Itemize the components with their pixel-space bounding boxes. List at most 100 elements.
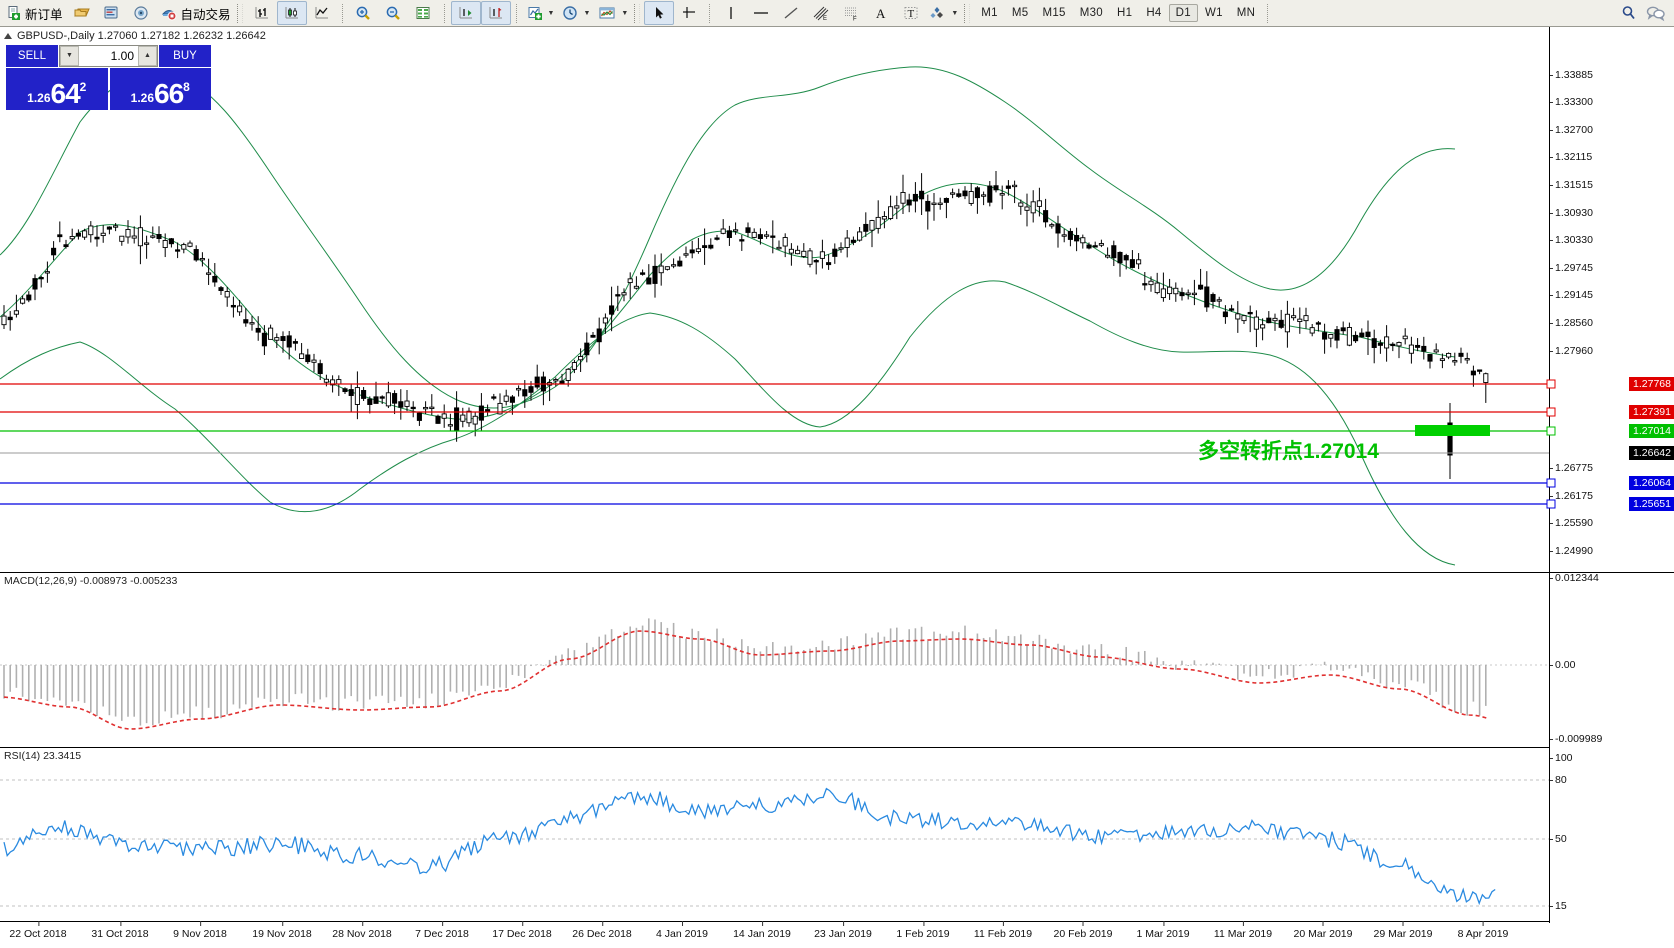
auto-trading-button[interactable]: 自动交易: [157, 1, 235, 25]
svg-text:A: A: [876, 6, 886, 21]
price-tag-support-2[interactable]: 1.25651: [1629, 497, 1674, 511]
templates-button[interactable]: ▼: [594, 1, 632, 25]
volume-field[interactable]: ▼ 1.00 ▲: [59, 45, 158, 67]
level-handle-support-1[interactable]: [1546, 478, 1556, 488]
rsi-tick: 80: [1550, 774, 1567, 786]
date-tick-label: 19 Nov 2018: [252, 921, 312, 940]
level-handle-pivot-green[interactable]: [1546, 426, 1556, 436]
toolbar-separator-2: [443, 3, 446, 23]
price-tag-pivot-green[interactable]: 1.27014: [1629, 424, 1674, 438]
indicators-button[interactable]: ▼: [523, 1, 559, 25]
macd-pane[interactable]: MACD(12,26,9) -0.008973 -0.005233 0.0123…: [0, 572, 1674, 748]
price-tick: 1.33300: [1550, 96, 1593, 108]
auto-scroll-button[interactable]: [450, 1, 481, 25]
timeframe-m15[interactable]: M15: [1042, 7, 1066, 19]
chevron-down-icon[interactable]: ▼: [951, 9, 959, 17]
date-tick-label: 11 Mar 2019: [1213, 921, 1273, 940]
timeframe-m1[interactable]: M1: [981, 7, 998, 19]
arrow-cursor-icon: [652, 5, 666, 21]
toolbar-grip-2[interactable]: [634, 3, 641, 23]
volume-increase-button[interactable]: ▲: [138, 46, 157, 66]
line-chart-button[interactable]: [307, 1, 337, 25]
periods-button[interactable]: ▼: [558, 1, 594, 25]
buy-price-display[interactable]: 1.26 66 8: [109, 67, 211, 110]
channel-button[interactable]: E: [806, 1, 836, 25]
date-tick-label: 9 Nov 2018: [173, 921, 227, 940]
navigator-button[interactable]: [127, 1, 157, 25]
macd-axis[interactable]: 0.012344 0.00 -0.009989: [1549, 572, 1674, 748]
vertical-line-button[interactable]: [716, 1, 746, 25]
shapes-button[interactable]: ▼: [926, 1, 962, 25]
crosshair-button[interactable]: [674, 1, 704, 25]
navigator-icon: [133, 5, 150, 21]
fibonacci-icon: F: [842, 5, 860, 21]
level-handle-resistance-2[interactable]: [1546, 407, 1556, 417]
volume-value[interactable]: 1.00: [79, 46, 138, 66]
chevron-down-icon[interactable]: ▼: [621, 9, 629, 17]
date-tick-label: 29 Mar 2019: [1373, 921, 1433, 940]
timeframe-d1[interactable]: D1: [1168, 4, 1198, 22]
sell-button[interactable]: SELL: [6, 45, 58, 67]
candlestick-chart-button[interactable]: [276, 1, 307, 25]
price-tag-resistance-2[interactable]: 1.27391: [1629, 405, 1674, 419]
toolbar-grip-1[interactable]: [236, 3, 243, 23]
trendline-icon: [782, 5, 800, 21]
text-label-button[interactable]: T: [896, 1, 926, 25]
rsi-pane[interactable]: RSI(14) 23.3415 100 80 50 15: [0, 747, 1674, 923]
search-icon[interactable]: [1620, 4, 1638, 22]
level-handle-resistance-1[interactable]: [1546, 379, 1556, 389]
fibonacci-button[interactable]: F: [836, 1, 866, 25]
rsi-label: RSI(14) 23.3415: [4, 750, 82, 762]
date-tick-label: 28 Nov 2018: [332, 921, 392, 940]
chevron-down-icon[interactable]: ▼: [583, 9, 591, 17]
price-tick: 1.30330: [1550, 234, 1593, 246]
timeframe-h1[interactable]: H1: [1117, 7, 1133, 19]
chat-icon[interactable]: [1646, 4, 1666, 22]
zoom-in-icon: [355, 5, 372, 21]
horizontal-line-button[interactable]: [746, 1, 776, 25]
rsi-axis[interactable]: 100 80 50 15: [1549, 748, 1674, 923]
rsi-plot[interactable]: [0, 748, 1550, 923]
cursor-button[interactable]: [644, 1, 675, 25]
one-click-trading-panel[interactable]: SELL ▼ 1.00 ▲ BUY 1.26 64 2 1.26 66 8: [6, 45, 211, 110]
rsi-chart-svg: [0, 779, 1550, 907]
price-tag-resistance-1[interactable]: 1.27768: [1629, 377, 1674, 391]
timeframe-m5[interactable]: M5: [1011, 7, 1029, 19]
timeframe-h4[interactable]: H4: [1146, 7, 1162, 19]
zoom-in-button[interactable]: [349, 1, 379, 25]
macd-plot[interactable]: [0, 573, 1550, 748]
volume-decrease-button[interactable]: ▼: [60, 46, 79, 66]
sell-price-display[interactable]: 1.26 64 2: [6, 67, 108, 110]
trendline-button[interactable]: [776, 1, 806, 25]
data-window-button[interactable]: [409, 1, 439, 25]
date-tick-label: 1 Mar 2019: [1136, 921, 1190, 940]
charts-button[interactable]: [67, 1, 97, 25]
price-tick: 1.31515: [1550, 179, 1593, 191]
price-plot[interactable]: [0, 27, 1550, 572]
new-order-button[interactable]: 新订单: [2, 1, 67, 25]
timeframe-mn[interactable]: MN: [1236, 7, 1256, 19]
price-tick: 1.28560: [1550, 317, 1593, 329]
document-plus-icon: [6, 5, 22, 21]
timeframe-w1[interactable]: W1: [1204, 7, 1223, 19]
chevron-down-icon[interactable]: ▼: [547, 9, 555, 17]
data-window-icon: [415, 5, 432, 21]
bar-chart-button[interactable]: [247, 1, 277, 25]
date-axis[interactable]: 22 Oct 2018 31 Oct 2018 9 Nov 2018 19 Nov 2…: [0, 921, 1674, 948]
price-tag-support-1[interactable]: 1.26064: [1629, 476, 1674, 490]
macd-chart-svg: [0, 618, 1550, 730]
zoom-out-button[interactable]: [379, 1, 409, 25]
buy-button[interactable]: BUY: [159, 45, 211, 67]
text-button[interactable]: A: [866, 1, 896, 25]
chart-shift-button[interactable]: [480, 1, 511, 25]
toolbar-grip-3[interactable]: [964, 3, 971, 23]
price-tick: 1.30930: [1550, 207, 1593, 219]
level-handle-support-2[interactable]: [1546, 499, 1556, 509]
price-axis[interactable]: 1.33885 1.33300 1.32700 1.32115 1.31515 …: [1546, 27, 1674, 572]
chart-window[interactable]: GBPUSD-,Daily 1.27060 1.27182 1.26232 1.…: [0, 27, 1674, 948]
svg-text:E: E: [823, 16, 827, 21]
price-pane[interactable]: 多空转折点1.27014 1.33885 1.33300 1.32700 1.3…: [0, 27, 1674, 572]
timeframe-m30[interactable]: M30: [1079, 7, 1103, 19]
market-watch-button[interactable]: [97, 1, 127, 25]
collapse-triangle-icon[interactable]: [4, 33, 12, 39]
